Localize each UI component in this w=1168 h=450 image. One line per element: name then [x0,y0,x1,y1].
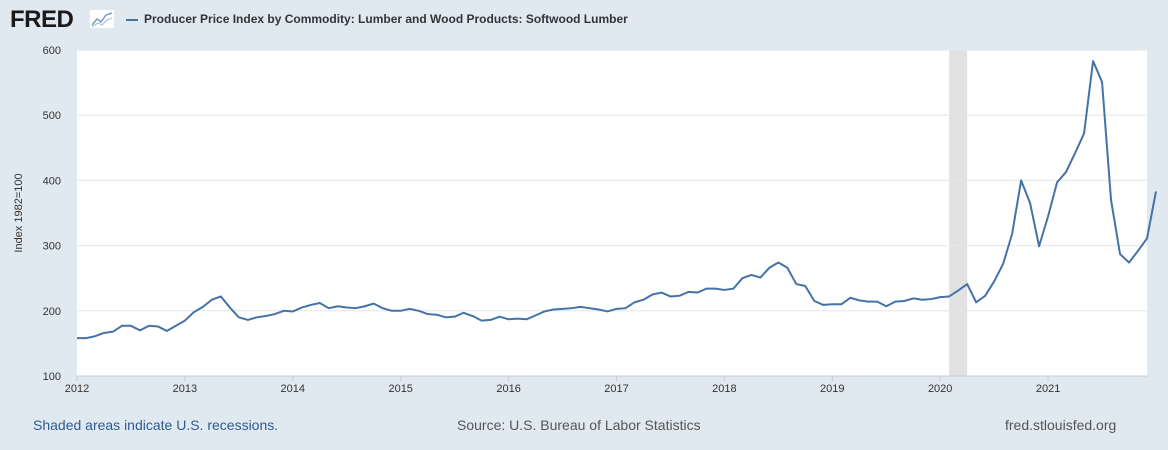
plot-area [77,50,1147,376]
y-tick-label: 300 [43,241,61,253]
x-tick-label: 2016 [496,383,520,395]
y-axis-title: Index 1982=100 [13,173,25,252]
x-tick-label: 2015 [388,383,412,395]
y-axis-ticks: 100 200 300 400 500 600 [43,45,61,383]
legend-series-label: Producer Price Index by Commodity: Lumbe… [144,12,628,26]
legend-line-swatch [126,19,138,21]
recession-shading-layer [949,50,968,376]
fred-logo[interactable]: FRED [10,6,74,33]
recession-note-link[interactable]: Shaded areas indicate U.S. recessions. [33,417,279,433]
site-credit: fred.stlouisfed.org [1005,417,1117,433]
gridlines [77,49,1147,377]
series-line [77,60,1157,340]
x-tick-label: 2014 [281,383,305,395]
x-tick-label: 2019 [820,383,844,395]
y-tick-label: 200 [43,306,61,318]
x-tick-label: 2012 [65,383,89,395]
chart-header: FRED Producer Price Index by Commodity: … [0,0,1168,40]
y-tick-label: 500 [43,110,61,122]
recession-band [949,50,968,376]
y-tick-label: 100 [43,371,61,383]
x-tick-label: 2020 [928,383,952,395]
series-layer [77,60,1157,340]
x-tick-label: 2018 [712,383,736,395]
x-tick-label: 2021 [1036,383,1060,395]
x-tick-label: 2017 [604,383,628,395]
x-axis-ticks: 2012 2013 2014 2015 2016 2017 2018 2019 2020 2021 [65,376,1060,395]
x-tick-label: 2013 [173,383,197,395]
chart-trend-icon [89,9,115,29]
y-tick-label: 600 [43,45,61,57]
source-note: Source: U.S. Bureau of Labor Statistics [457,417,701,433]
y-tick-label: 400 [43,175,61,187]
